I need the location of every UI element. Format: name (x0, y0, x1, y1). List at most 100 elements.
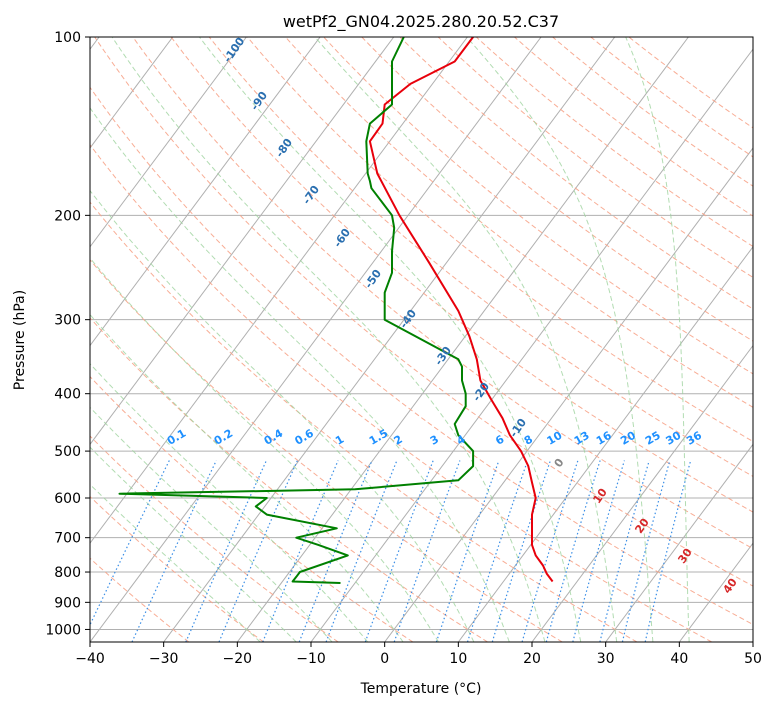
y-tick-label: 800 (54, 565, 81, 581)
dry-adiabat-label: -70 (300, 183, 322, 207)
x-tick-label: 50 (744, 651, 762, 667)
x-tick-label: −20 (223, 651, 253, 667)
y-tick-label: 700 (54, 531, 81, 547)
mixing-ratio-line (393, 460, 461, 642)
isotherm-line (90, 37, 321, 347)
isotherm-line (90, 37, 468, 545)
isotherm-line (457, 245, 753, 642)
y-axis-label: Pressure (hPa) (12, 290, 28, 390)
isotherm-line (236, 37, 689, 642)
mixing-ratio-line (131, 460, 217, 642)
x-tick-label: −40 (75, 651, 105, 667)
dry-adiabat (90, 495, 264, 642)
mixing-ratio-line (325, 460, 398, 642)
dry-adiabat (208, 37, 753, 477)
moist-adiabat (111, 37, 546, 642)
moist-adiabat (314, 37, 618, 642)
y-tick-label: 300 (54, 313, 81, 329)
mixing-ratio-line (262, 460, 339, 642)
mixing-ratio-label: 1 (333, 433, 346, 448)
mixing-ratio-line (435, 460, 500, 642)
y-tick-label: 900 (54, 595, 81, 611)
y-tick-label: 100 (54, 30, 81, 46)
dry-adiabat (90, 317, 488, 642)
mixing-ratio-label: 16 (594, 429, 614, 448)
isotherm-line (90, 37, 395, 446)
isotherm-line (752, 641, 753, 642)
mixing-ratio-line (364, 460, 434, 642)
dry-adiabat (514, 37, 753, 217)
dry-adiabat (90, 259, 563, 642)
isotherm-line (90, 37, 542, 642)
moist-adiabat (90, 406, 333, 642)
dry-adiabat (323, 37, 753, 375)
dry-adiabat (90, 201, 638, 642)
isotherm-line (90, 37, 247, 248)
dry-adiabat (90, 435, 339, 642)
isotherm-line (605, 443, 753, 642)
moist-adiabat (90, 446, 297, 642)
dry-adiabat-label: 10 (590, 486, 610, 506)
mixing-ratio-line (599, 460, 650, 642)
dewpoint-profile-line (118, 37, 475, 584)
mixing-ratio-label: 1.5 (367, 427, 390, 448)
x-axis-label: Temperature (°C) (360, 681, 482, 697)
dry-adiabat (90, 375, 414, 642)
y-tick-label: 600 (54, 491, 81, 507)
mixing-ratio-line (466, 460, 529, 642)
mixing-ratio-line (521, 460, 579, 642)
mixing-ratio-line (90, 460, 170, 627)
x-tick-label: 20 (523, 651, 541, 667)
dry-adiabat-label: -80 (273, 136, 295, 160)
isotherm-line (678, 542, 753, 642)
moist-adiabat (90, 363, 369, 642)
moist-adiabat (90, 189, 475, 642)
dry-adiabat-label: 40 (720, 576, 740, 596)
moist-adiabat (90, 483, 261, 642)
dry-adiabat (437, 37, 753, 279)
dry-adiabat-label: -60 (331, 226, 353, 250)
dry-adiabat-label: -90 (248, 89, 270, 113)
dry-adiabat (590, 37, 753, 158)
dry-adiabat (90, 86, 753, 626)
mixing-ratio-label: 10 (545, 429, 565, 448)
isotherm-line (384, 147, 753, 642)
y-tick-label: 500 (54, 444, 81, 460)
mixing-ratio-label: 25 (643, 429, 663, 448)
dry-adiabat-label: -100 (221, 35, 248, 65)
mixing-ratio-label: 0.2 (212, 427, 235, 448)
temperature-profile-line (368, 37, 554, 583)
x-tick-label: −30 (149, 651, 179, 667)
dry-adiabat (170, 37, 753, 513)
x-tick-label: −10 (296, 651, 326, 667)
moist-adiabat (466, 37, 654, 642)
moist-adiabat (90, 313, 404, 642)
mixing-ratio-label: 3 (428, 433, 441, 448)
dry-adiabat-label: 30 (675, 546, 695, 566)
isotherm-line (163, 37, 616, 642)
mixing-ratio-line (572, 460, 625, 642)
y-tick-label: 1000 (45, 622, 81, 638)
moist-adiabat (90, 107, 510, 642)
mixing-ratio-line (185, 460, 267, 642)
mixing-ratio-label: 0.6 (293, 427, 317, 448)
moist-adiabat (90, 257, 439, 642)
mixing-ratio-label: 30 (663, 429, 683, 448)
mixing-ratio-label: 0.4 (262, 427, 286, 448)
mixing-ratio-label: 13 (572, 429, 592, 448)
mixing-ratio-line (298, 460, 373, 642)
dry-adiabat (552, 37, 753, 187)
mixing-ratio-line (621, 460, 671, 642)
dry-adiabat (399, 37, 753, 310)
x-tick-label: 40 (670, 651, 688, 667)
dry-adiabat (94, 37, 753, 587)
y-tick-label: 400 (54, 387, 81, 403)
dry-adiabat (90, 143, 712, 642)
mixing-ratio-line (644, 460, 692, 642)
moist-adiabat (199, 37, 582, 642)
isotherm-line (90, 37, 174, 149)
isotherm-line (531, 344, 753, 642)
chart-title: wetPf2_GN04.2025.280.20.52.C37 (283, 12, 559, 32)
mixing-ratio-label: 36 (684, 429, 704, 448)
dry-adiabat (132, 37, 753, 550)
